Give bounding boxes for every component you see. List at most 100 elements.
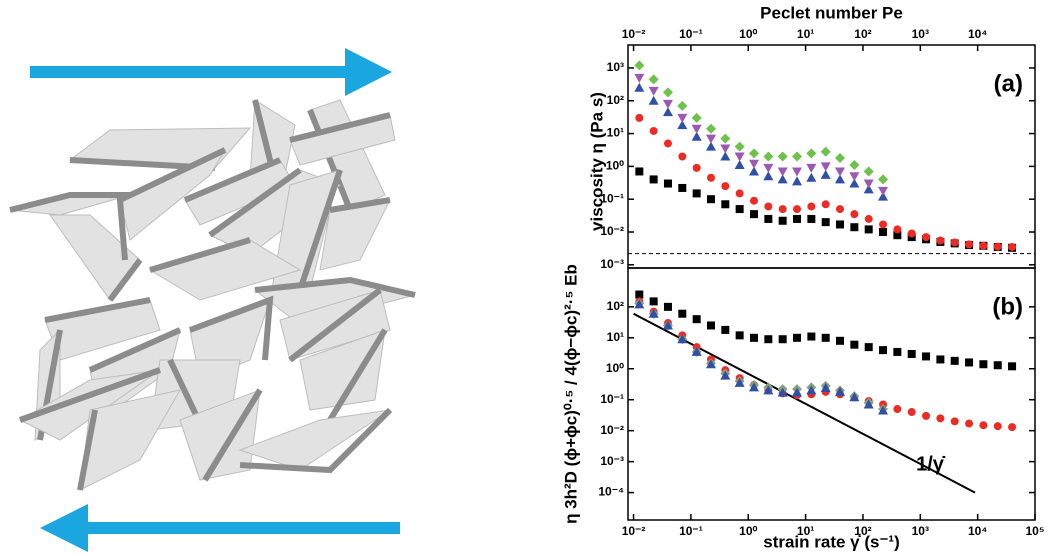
y-tick-label: 10³: [607, 60, 624, 74]
data-point: [1008, 423, 1017, 432]
data-point: [692, 163, 701, 172]
data-point: [806, 385, 817, 395]
x2-tick-label: 10⁻²: [622, 27, 646, 41]
data-point: [1008, 362, 1017, 371]
data-point: [878, 174, 889, 185]
data-point: [793, 333, 802, 342]
data-point: [836, 220, 845, 229]
data-point: [663, 179, 672, 188]
data-point: [662, 99, 673, 109]
data-point: [777, 174, 788, 184]
data-point: [792, 151, 803, 162]
data-point: [777, 387, 788, 397]
data-point: [735, 331, 744, 340]
data-point: [893, 225, 902, 234]
data-point: [635, 290, 644, 299]
x2-tick-label: 10²: [854, 27, 871, 41]
x-tick-label: 10⁴: [968, 524, 987, 538]
data-point: [835, 167, 846, 177]
x-tick-label: 10⁻¹: [679, 524, 703, 538]
data-point: [879, 228, 888, 237]
data-point: [965, 358, 974, 367]
data-point: [807, 202, 816, 211]
data-point: [835, 386, 846, 396]
data-point: [750, 196, 759, 205]
data-point: [677, 100, 688, 111]
data-point: [749, 148, 760, 159]
data-point: [692, 189, 701, 198]
data-point: [820, 169, 831, 179]
data-point: [720, 144, 731, 154]
data-point: [863, 399, 874, 409]
y-tick-label: 10¹: [607, 126, 624, 140]
y-tick-label: 10⁻¹: [600, 392, 624, 406]
plots: 10⁻³ 10⁻² 10⁻¹ 10⁰ 10¹ 10² 10³ 10⁻² 10⁻¹ 10⁰ 10¹ 10…: [561, 3, 1044, 551]
data-point: [678, 309, 687, 318]
data-point: [879, 346, 888, 355]
y-axis-title: viscosity η (Pa s): [587, 92, 606, 231]
data-point: [706, 195, 715, 204]
data-point: [849, 160, 860, 171]
data-point: [734, 141, 745, 152]
data-point: [634, 82, 645, 92]
data-point: [677, 113, 688, 123]
data-point: [936, 355, 945, 364]
fit-line: [633, 312, 976, 494]
data-point: [965, 240, 974, 249]
data-point: [734, 152, 745, 162]
data-point: [720, 133, 731, 144]
data-point: [806, 163, 817, 173]
data-point: [692, 315, 701, 324]
panel-label: (a): [994, 70, 1023, 97]
y-tick-label: 10⁰: [606, 159, 624, 173]
data-point: [850, 340, 859, 349]
data-point: [663, 302, 672, 311]
data-point: [678, 152, 687, 161]
data-point: [763, 151, 774, 162]
data-point: [878, 186, 889, 196]
data-point: [864, 343, 873, 352]
data-point: [764, 214, 773, 223]
y-tick-label: 10⁻³: [600, 257, 624, 271]
data-point: [979, 421, 988, 430]
data-point: [863, 184, 874, 194]
data-point: [735, 189, 744, 198]
data-point: [792, 167, 803, 177]
data-point: [649, 297, 658, 306]
data-point: [764, 202, 773, 211]
data-point: [663, 139, 672, 148]
x2-tick-label: 10³: [912, 27, 929, 41]
y-tick-label: 10²: [607, 299, 624, 313]
data-point: [836, 336, 845, 345]
y-tick-label: 10¹: [607, 330, 624, 344]
data-point: [750, 210, 759, 219]
data-point: [721, 200, 730, 209]
data-point: [922, 233, 931, 242]
data-point: [691, 124, 702, 134]
data-point: [950, 238, 959, 247]
data-point: [750, 333, 759, 342]
data-point: [648, 86, 659, 96]
data-point: [993, 422, 1002, 431]
data-point: [793, 205, 802, 214]
data-point: [864, 225, 873, 234]
data-point: [979, 241, 988, 250]
data-point: [835, 153, 846, 164]
data-point: [820, 382, 831, 392]
shear-arrow-left: [40, 504, 400, 552]
data-point: [749, 159, 760, 169]
data-point: [734, 160, 745, 170]
data-point: [648, 308, 659, 318]
data-point: [778, 216, 787, 225]
data-point: [635, 113, 644, 122]
data-point: [849, 172, 860, 182]
data-point: [820, 162, 831, 172]
data-point: [807, 332, 816, 341]
data-point: [893, 231, 902, 240]
data-point: [807, 214, 816, 223]
data-point: [763, 163, 774, 173]
data-point: [648, 95, 659, 105]
data-point: [749, 382, 760, 392]
data-point: [649, 175, 658, 184]
data-point: [720, 151, 731, 161]
